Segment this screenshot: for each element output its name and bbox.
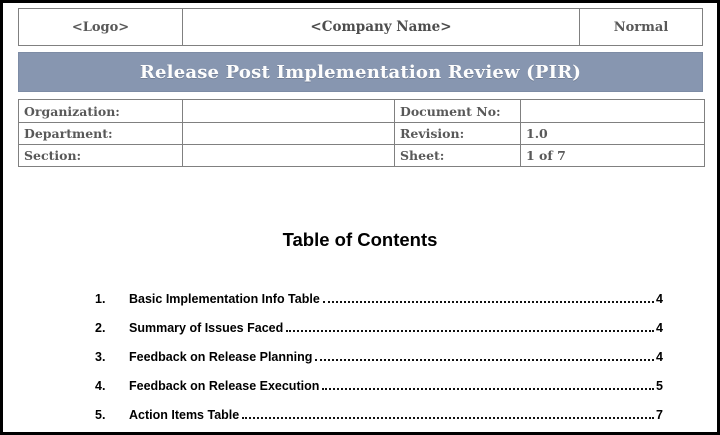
table-row: Organization: Document No: <box>19 100 704 122</box>
revision-value: 1.0 <box>520 123 704 144</box>
toc-entry-number: 2. <box>95 321 106 335</box>
toc-entry[interactable]: 2. Summary of Issues Faced 4 <box>95 319 663 335</box>
toc-dot-leader <box>242 406 655 419</box>
toc-entry[interactable]: 3. Feedback on Release Planning 4 <box>95 348 663 364</box>
toc-entry-title: Summary of Issues Faced <box>129 321 284 335</box>
toc-entry-title: Action Items Table <box>129 408 240 422</box>
toc-entry-title: Basic Implementation Info Table <box>129 292 320 306</box>
toc-entry-page: 4 <box>656 292 663 306</box>
document-no-label: Document No: <box>394 100 520 122</box>
section-label: Section: <box>24 148 82 163</box>
toc-entry-page: 7 <box>656 408 663 422</box>
classification-label: Normal <box>579 9 702 45</box>
sheet-label: Sheet: <box>394 145 520 166</box>
company-name-placeholder: <Company Name> <box>182 9 579 45</box>
document-header-table: <Logo> <Company Name> Normal <box>18 8 703 46</box>
toc-dot-leader <box>322 290 655 303</box>
toc-entry-number: 4. <box>95 379 106 393</box>
toc-entry-title: Feedback on Release Planning <box>129 350 313 364</box>
department-value <box>182 123 394 144</box>
logo-placeholder: <Logo> <box>71 19 130 35</box>
organization-label: Organization: <box>24 103 120 119</box>
toc-entry[interactable]: 5. Action Items Table 7 <box>95 406 663 422</box>
toc-entry-page: 4 <box>656 350 663 364</box>
document-title: Release Post Implementation Review (PIR) <box>139 61 582 83</box>
toc-entry-title: Feedback on Release Execution <box>129 379 320 393</box>
toc-entry-number: 5. <box>95 408 106 422</box>
table-row: Department: Revision: 1.0 <box>19 122 704 144</box>
organization-value <box>182 100 394 122</box>
document-no-value <box>520 100 704 122</box>
table-row: Section: Sheet: 1 of 7 <box>19 144 704 166</box>
toc-entry-number: 3. <box>95 350 106 364</box>
department-label: Department: <box>24 126 113 141</box>
toc-entry[interactable]: 1. Basic Implementation Info Table 4 <box>95 290 663 306</box>
toc-entry-page: 5 <box>656 379 663 393</box>
sheet-value: 1 of 7 <box>520 145 704 166</box>
revision-label: Revision: <box>394 123 520 144</box>
toc-list: 1. Basic Implementation Info Table 4 2. … <box>3 290 717 422</box>
toc-entry-page: 4 <box>656 321 663 335</box>
toc-entry-number: 1. <box>95 292 106 306</box>
section-value <box>182 145 394 166</box>
document-title-banner: Release Post Implementation Review (PIR) <box>18 52 703 92</box>
toc-dot-leader <box>286 319 655 332</box>
toc-heading: Table of Contents <box>282 229 438 250</box>
toc-entry[interactable]: 4. Feedback on Release Execution 5 <box>95 377 663 393</box>
toc-dot-leader <box>315 348 655 361</box>
document-info-table: Organization: Document No: Department: R… <box>18 99 705 167</box>
toc-dot-leader <box>322 377 655 390</box>
